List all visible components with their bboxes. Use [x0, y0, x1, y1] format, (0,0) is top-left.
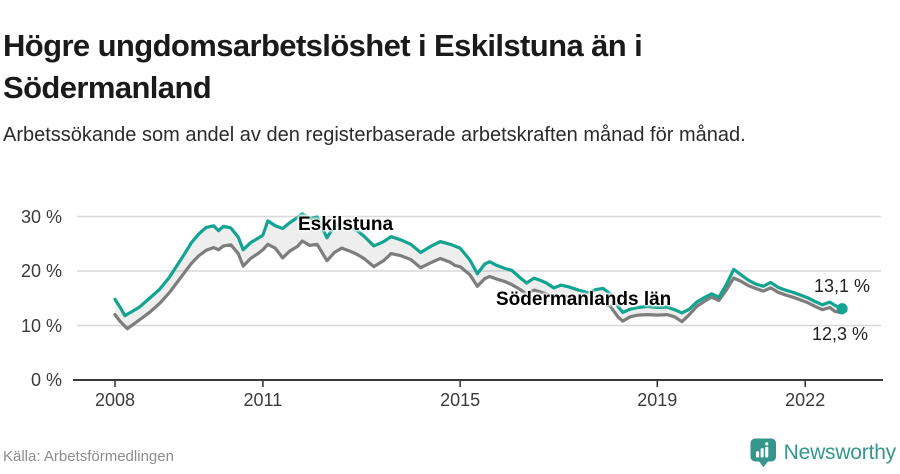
x-tick-label: 2019 [637, 390, 678, 410]
series-line-sodermanland [113, 239, 844, 331]
series-label-sodermanland: Södermanlands län [496, 289, 672, 310]
y-tick-label: 0 % [30, 370, 62, 390]
source-credit: Källa: Arbetsförmedlingen [3, 448, 174, 465]
series-line-eskilstuna [113, 212, 844, 318]
y-tick-label: 30 % [20, 206, 62, 227]
x-tick-label: 2015 [440, 390, 481, 410]
x-tick-label: 2008 [94, 390, 136, 410]
x-tick-label: 2022 [785, 390, 826, 410]
end-value-sodermanland: 12,3 % [812, 324, 869, 344]
band-fill [115, 213, 843, 329]
newsworthy-logo-icon [750, 438, 777, 468]
y-tick-label: 20 % [20, 261, 62, 281]
y-tick-label: 10 % [20, 315, 62, 336]
end-value-eskilstuna: 13,1 % [814, 276, 871, 296]
series-label-eskilstuna: Eskilstuna [298, 214, 394, 235]
end-dot-eskilstuna [836, 303, 848, 315]
page-title: Högre ungdomsarbetslöshet i Eskilstuna ä… [3, 27, 643, 105]
brand-name: Newsworthy [783, 441, 897, 464]
brand-lockup: Newsworthy [750, 438, 896, 468]
chart-subtitle: Arbetssökande som andel av den registerb… [3, 124, 746, 146]
x-tick-label: 2011 [243, 390, 283, 410]
